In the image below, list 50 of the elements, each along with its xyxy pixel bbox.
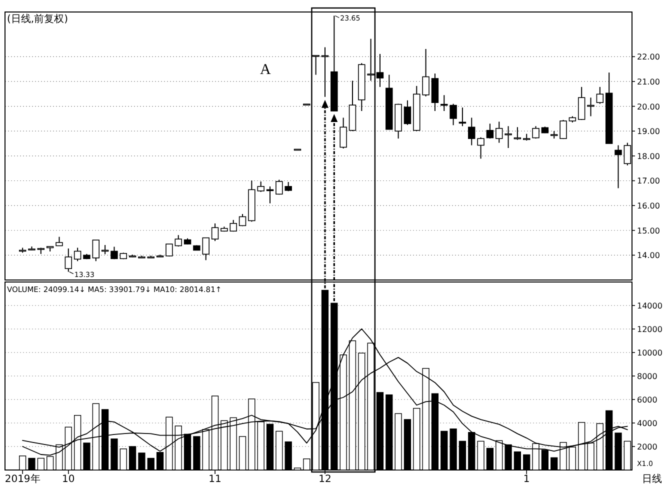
candlestick — [211, 222, 219, 242]
y-tick-label: 16.00 — [637, 202, 660, 211]
candlestick — [238, 213, 246, 227]
candlestick — [614, 144, 622, 189]
x-tick-label: 12 — [318, 474, 332, 485]
y-tick-label: 14.00 — [637, 251, 660, 260]
candlestick — [376, 53, 384, 88]
y-tick-label: 20.00 — [637, 102, 660, 112]
y-tick-label: 21.00 — [637, 77, 660, 86]
candlestick — [486, 123, 494, 140]
chart-title: (日线,前复权) — [7, 13, 68, 25]
y-tick-label: 22.00 — [637, 52, 660, 62]
y-tick-label: 18.00 — [637, 152, 660, 161]
candlestick — [532, 126, 540, 140]
candlestick — [74, 247, 82, 262]
candlestick — [92, 240, 100, 262]
y-tick-label: 4000 — [637, 419, 658, 428]
y-tick-label: 8000 — [637, 372, 658, 381]
y-tick-label: 12000 — [637, 325, 662, 334]
x-tick-label: 10 — [62, 474, 75, 485]
candlestick — [174, 234, 182, 247]
y-tick-label: 6000 — [637, 396, 658, 404]
y-tick-label: 10000 — [637, 348, 662, 358]
y-tick-label: 17.00 — [637, 176, 660, 186]
y-tick-label: 14000 — [637, 302, 662, 310]
candlestick — [560, 119, 567, 140]
candlestick — [202, 237, 210, 261]
candlestick — [587, 97, 594, 117]
candlestick — [578, 86, 586, 120]
x-tick-label: 2019年 — [4, 473, 40, 485]
candlestick — [496, 121, 503, 144]
candlestick — [477, 136, 484, 160]
candlestick — [312, 54, 320, 76]
candlestick — [468, 117, 476, 146]
candlestick — [422, 48, 430, 97]
candlestick — [110, 246, 118, 260]
x-tick-label: 11 — [208, 474, 222, 485]
y-tick-label: 19.00 — [637, 127, 660, 136]
candlestick — [504, 126, 512, 148]
candlestick — [64, 248, 72, 272]
candlestick — [596, 86, 604, 104]
candlestick — [166, 244, 173, 257]
x-tick-label: 1 — [523, 474, 530, 485]
y-tick-label: 15.00 — [637, 226, 660, 236]
annotation: A — [260, 62, 271, 78]
candlestick — [404, 100, 412, 126]
candlestick — [340, 117, 347, 149]
y-tick-label: 2000 — [637, 442, 658, 452]
candlestick — [450, 103, 457, 126]
text: 日线 — [642, 473, 662, 485]
